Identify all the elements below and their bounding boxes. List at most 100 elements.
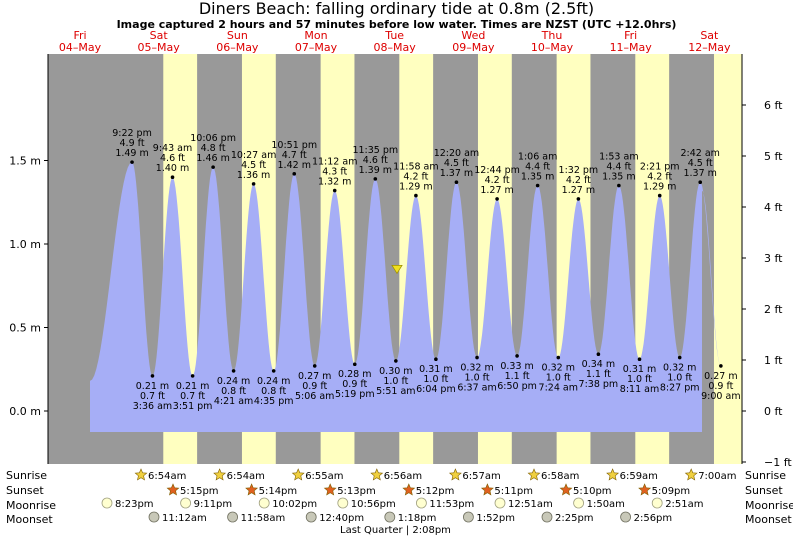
low-tide-label: 4:35 pm — [254, 396, 294, 407]
low-tide-label: 8:27 pm — [660, 383, 700, 394]
sunset-icon — [559, 483, 573, 496]
high-tide-point — [535, 183, 540, 188]
left-tick-label: 1.0 m — [9, 238, 41, 251]
moonset-row-label-left: Moonset — [6, 513, 53, 526]
low-tide-point — [231, 369, 236, 373]
low-tide-point — [190, 374, 195, 378]
sunset-icon — [402, 483, 416, 496]
low-tide-label: 0.8 ft — [221, 386, 246, 397]
high-tide-point — [251, 182, 256, 186]
high-tide-label: 4.2 ft — [647, 172, 672, 183]
moonrise-icon — [101, 497, 113, 509]
low-tide-label: 0.27 m — [704, 371, 737, 382]
low-tide-label: 7:24 am — [539, 383, 578, 394]
moonset-icon — [305, 511, 317, 523]
day-date-label: 05–May — [138, 41, 181, 54]
high-tide-label: 1.46 m — [196, 153, 229, 164]
right-tick-label: 1 ft — [764, 354, 783, 367]
day-date-label: 08–May — [374, 41, 417, 54]
moonrise-icon — [573, 497, 584, 509]
low-tide-label: 0.31 m — [419, 364, 452, 375]
high-tide-label: 4.5 ft — [688, 158, 713, 169]
low-tide-point — [719, 364, 723, 368]
day-date-label: 09–May — [452, 41, 495, 54]
right-tick-label: 6 ft — [764, 99, 783, 112]
low-tide-label: 1.1 ft — [586, 369, 611, 380]
moonrise-time: 2:51am — [665, 499, 703, 510]
high-tide-label: 1:06 am — [518, 152, 557, 163]
low-tide-label: 0.24 m — [217, 376, 250, 387]
high-tide-point — [170, 175, 175, 179]
high-tide-label: 4.8 ft — [201, 143, 226, 154]
low-tide-point — [677, 355, 682, 360]
high-tide-point — [657, 193, 662, 198]
moonset-time: 2:56pm — [634, 513, 673, 524]
high-tide-point — [211, 165, 215, 169]
low-tide-label: 1.0 ft — [667, 373, 692, 384]
low-tide-point — [434, 357, 438, 362]
sunset-icon — [323, 483, 337, 496]
low-tide-label: 4:21 am — [214, 396, 253, 407]
high-tide-label: 10:27 am — [231, 150, 276, 161]
right-tick-label: 5 ft — [764, 150, 783, 163]
high-tide-point — [130, 160, 134, 164]
low-tide-label: 0.30 m — [379, 366, 412, 377]
high-tide-point — [414, 193, 418, 198]
right-tick-label: 4 ft — [764, 201, 783, 214]
high-tide-label: 4.2 ft — [485, 175, 510, 186]
sunrise-time: 6:59am — [620, 471, 658, 482]
daylight-band — [713, 54, 742, 464]
sunrise-icon — [606, 468, 620, 481]
sunrise-time: 6:57am — [462, 471, 500, 482]
high-tide-label: 1:32 pm — [559, 165, 599, 176]
chart-title: Diners Beach: falling ordinary tide at 0… — [198, 0, 595, 18]
high-tide-label: 10:06 pm — [190, 133, 236, 144]
low-tide-label: 0.9 ft — [708, 381, 733, 392]
moonrise-icon — [180, 497, 192, 509]
day-of-week-label: Fri — [73, 29, 86, 42]
high-tide-point — [373, 177, 378, 181]
low-tide-label: 0.32 m — [542, 363, 575, 374]
low-tide-label: 3:36 am — [133, 401, 172, 412]
day-of-week-label: Thu — [541, 29, 563, 42]
moonset-time: 1:52pm — [476, 513, 515, 524]
low-tide-label: 0.7 ft — [180, 391, 205, 402]
high-tide-point — [576, 197, 581, 201]
low-tide-point — [596, 352, 601, 357]
moonrise-icon — [651, 497, 663, 509]
sunset-row-label-left: Sunset — [6, 484, 44, 497]
high-tide-label: 1.29 m — [399, 182, 432, 193]
high-tide-label: 1.36 m — [237, 170, 270, 181]
high-tide-label: 1.27 m — [480, 185, 513, 196]
high-tide-label: 4.2 ft — [403, 172, 428, 183]
sunrise-time: 6:56am — [384, 471, 422, 482]
tide-area — [90, 162, 721, 432]
low-tide-label: 0.21 m — [136, 381, 169, 392]
low-tide-label: 1.0 ft — [546, 373, 571, 384]
high-tide-label: 4.3 ft — [322, 167, 347, 178]
low-tide-point — [394, 359, 398, 363]
moonset-icon — [462, 511, 474, 523]
low-tide-label: 5:19 pm — [335, 389, 375, 400]
day-of-week-label: Mon — [304, 29, 327, 42]
moonrise-time: 1:50am — [587, 499, 625, 510]
low-tide-point — [556, 355, 561, 360]
high-tide-label: 1.27 m — [562, 185, 595, 196]
low-tide-label: 8:11 am — [620, 384, 659, 395]
sunrise-row-label-right: Sunrise — [745, 469, 787, 482]
low-tide-label: 1.0 ft — [383, 376, 408, 387]
sunrise-time: 6:58am — [541, 471, 579, 482]
high-tide-label: 1.40 m — [156, 163, 189, 174]
high-tide-label: 1.39 m — [359, 165, 392, 176]
low-tide-label: 0.34 m — [582, 359, 615, 370]
high-tide-label: 1.32 m — [318, 177, 351, 188]
moonset-icon — [384, 511, 396, 523]
low-tide-label: 0.21 m — [176, 381, 209, 392]
sunset-time: 5:11pm — [494, 486, 533, 497]
high-tide-label: 1.29 m — [643, 182, 676, 193]
moonset-row-label-right: Moonset — [745, 513, 792, 526]
low-tide-label: 0.28 m — [338, 369, 371, 380]
sunset-row-label-right: Sunset — [745, 484, 783, 497]
high-tide-label: 10:51 pm — [271, 140, 317, 151]
